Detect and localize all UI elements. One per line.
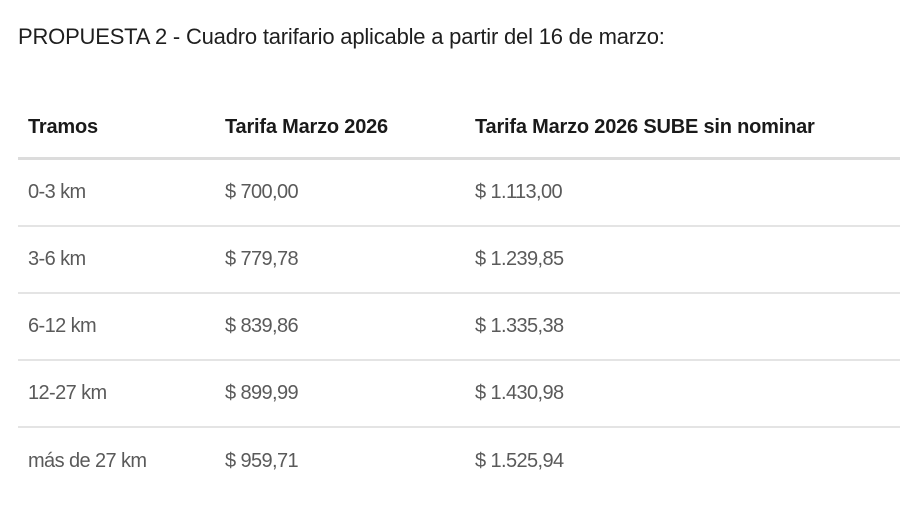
fare-table: Tramos Tarifa Marzo 2026 Tarifa Marzo 20… (18, 98, 900, 495)
header-tramos: Tramos (28, 116, 98, 138)
cell-tarifa-sube: $ 1.113,00 (475, 181, 563, 203)
table-header-row: Tramos Tarifa Marzo 2026 Tarifa Marzo 20… (18, 98, 900, 160)
table-row: 0-3 km $ 700,00 $ 1.113,00 (18, 160, 900, 227)
table-row: más de 27 km $ 959,71 $ 1.525,94 (18, 428, 900, 495)
cell-tarifa-sube: $ 1.525,94 (475, 450, 564, 472)
cell-tarifa: $ 700,00 (225, 181, 299, 203)
cell-tarifa: $ 779,78 (225, 248, 299, 270)
table-row: 6-12 km $ 839,86 $ 1.335,38 (18, 294, 900, 361)
cell-tramo: más de 27 km (28, 450, 147, 472)
page-title: PROPUESTA 2 - Cuadro tarifario aplicable… (18, 24, 665, 49)
table-row: 3-6 km $ 779,78 $ 1.239,85 (18, 227, 900, 294)
cell-tramo: 12-27 km (28, 382, 107, 404)
cell-tarifa-sube: $ 1.239,85 (475, 248, 564, 270)
header-tarifa-sube-sin-nominar: Tarifa Marzo 2026 SUBE sin nominar (475, 116, 815, 138)
cell-tramo: 0-3 km (28, 181, 86, 203)
cell-tarifa: $ 899,99 (225, 382, 299, 404)
cell-tarifa-sube: $ 1.335,38 (475, 315, 564, 337)
cell-tarifa: $ 839,86 (225, 315, 299, 337)
cell-tarifa-sube: $ 1.430,98 (475, 382, 564, 404)
table-row: 12-27 km $ 899,99 $ 1.430,98 (18, 361, 900, 428)
header-tarifa: Tarifa Marzo 2026 (225, 116, 388, 138)
cell-tramo: 3-6 km (28, 248, 86, 270)
cell-tramo: 6-12 km (28, 315, 97, 337)
cell-tarifa: $ 959,71 (225, 450, 299, 472)
